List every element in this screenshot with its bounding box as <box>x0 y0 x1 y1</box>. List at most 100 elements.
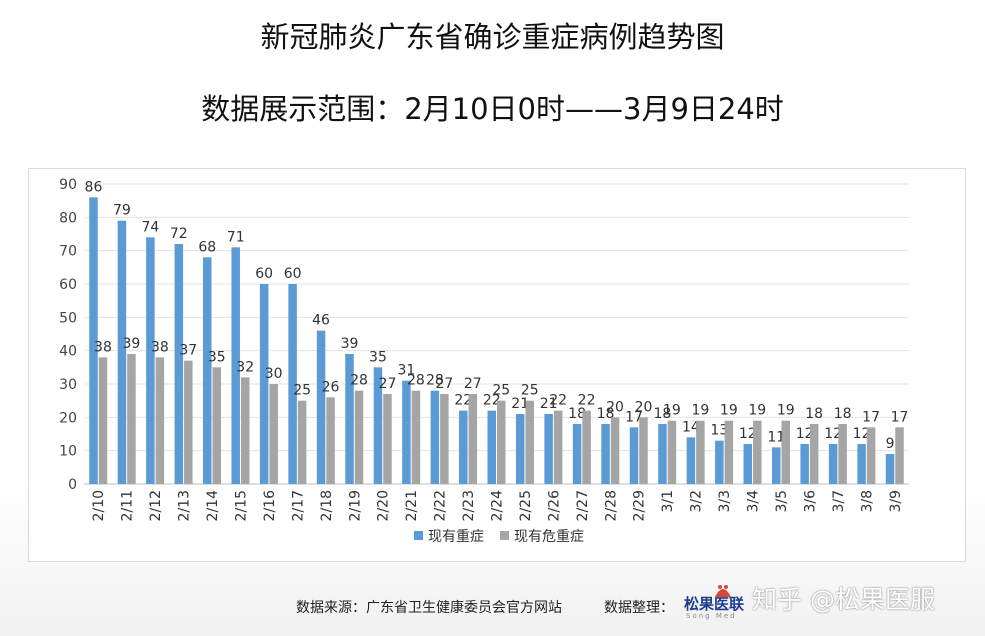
bar-critical <box>269 384 278 484</box>
bar-severe <box>658 424 667 484</box>
bar-severe <box>203 257 212 484</box>
data-label: 20 <box>606 399 624 415</box>
bar-critical <box>127 354 136 484</box>
bar-severe <box>430 390 440 484</box>
y-tick-label: 70 <box>59 244 77 260</box>
bar-critical <box>553 410 563 484</box>
bar-critical <box>440 394 449 484</box>
data-label: 39 <box>123 336 141 352</box>
data-label: 12 <box>824 426 842 442</box>
data-label: 20 <box>635 399 653 415</box>
bar-critical <box>809 424 819 484</box>
bar-severe <box>629 427 639 484</box>
x-tick-label: 2/19 <box>347 490 363 521</box>
x-tick-label: 2/12 <box>148 490 164 521</box>
x-tick-label: 2/23 <box>461 490 477 521</box>
x-tick-label: 2/15 <box>233 490 249 521</box>
logo-subtext: Song Med <box>686 612 737 620</box>
bar-critical <box>696 420 705 484</box>
bar-severe <box>857 444 866 484</box>
bar-critical <box>497 400 506 484</box>
data-label: 19 <box>748 403 766 419</box>
data-label: 22 <box>549 393 567 409</box>
bar-severe <box>259 284 269 484</box>
data-label: 46 <box>312 313 330 329</box>
data-label: 31 <box>397 363 415 379</box>
y-tick-label: 40 <box>59 344 77 360</box>
data-label: 25 <box>492 383 510 399</box>
legend-swatch <box>414 531 423 540</box>
bar-critical <box>781 420 790 484</box>
x-tick-label: 2/29 <box>632 490 648 521</box>
x-tick-label: 2/22 <box>433 490 449 521</box>
pinecone-icon <box>715 585 731 597</box>
data-label: 12 <box>739 426 757 442</box>
data-label: 68 <box>198 239 216 255</box>
x-tick-label: 2/21 <box>404 490 420 521</box>
x-tick-label: 2/18 <box>319 490 335 521</box>
bar-critical <box>639 417 648 484</box>
legend-label: 现有危重症 <box>514 529 584 545</box>
data-label: 22 <box>578 393 596 409</box>
data-label: 28 <box>407 373 425 389</box>
y-tick-label: 0 <box>68 477 77 493</box>
data-label: 27 <box>464 376 482 392</box>
x-tick-label: 3/6 <box>802 490 818 513</box>
y-tick-label: 80 <box>59 210 77 226</box>
bar-severe <box>544 414 553 484</box>
y-tick-label: 20 <box>59 410 77 426</box>
data-label: 18 <box>568 406 586 422</box>
bar-critical <box>184 360 193 484</box>
x-tick-label: 2/14 <box>205 490 221 522</box>
data-label: 37 <box>179 343 197 359</box>
data-label: 25 <box>293 383 311 399</box>
data-label: 86 <box>85 179 103 195</box>
data-label: 60 <box>255 266 273 282</box>
data-label: 12 <box>796 426 814 442</box>
x-tick-label: 2/13 <box>177 490 193 521</box>
bar-severe <box>686 437 696 484</box>
chart-subtitle: 数据展示范围：2月10日0时——3月9日24时 <box>201 92 784 126</box>
bar-severe <box>345 354 354 484</box>
bar-severe <box>885 454 895 484</box>
data-label: 27 <box>435 376 453 392</box>
bar-severe <box>146 237 155 484</box>
bar-critical <box>866 427 876 484</box>
data-label: 17 <box>625 409 643 425</box>
x-tick-label: 3/5 <box>774 490 790 513</box>
data-label: 30 <box>265 366 283 382</box>
data-label: 28 <box>350 373 368 389</box>
data-label: 9 <box>886 436 895 452</box>
chart-title: 新冠肺炎广东省确诊重症病例趋势图 <box>260 20 725 54</box>
bar-severe <box>174 244 184 484</box>
data-label: 22 <box>483 393 501 409</box>
data-label: 18 <box>805 406 823 422</box>
data-label: 39 <box>341 336 359 352</box>
bar-severe <box>373 367 383 484</box>
x-tick-label: 2/10 <box>91 490 107 521</box>
bar-severe <box>402 380 411 484</box>
bar-severe <box>89 197 98 485</box>
data-label: 60 <box>284 266 302 282</box>
data-label: 38 <box>94 339 112 355</box>
bar-severe <box>800 444 809 484</box>
y-tick-label: 10 <box>59 444 77 460</box>
x-tick-label: 2/28 <box>603 490 619 521</box>
bar-critical <box>610 417 620 484</box>
data-label: 18 <box>597 406 615 422</box>
data-label: 21 <box>511 396 529 412</box>
y-tick-label: 30 <box>59 377 77 393</box>
legend-label: 现有重症 <box>428 529 484 545</box>
data-label: 19 <box>777 403 795 419</box>
data-label: 12 <box>853 426 871 442</box>
data-label: 32 <box>236 359 254 375</box>
x-tick-label: 3/3 <box>717 490 733 513</box>
data-organizer-label: 数据整理： <box>604 600 674 616</box>
bar-critical <box>155 357 165 484</box>
x-tick-label: 2/24 <box>490 490 506 522</box>
y-tick-label: 50 <box>59 310 77 326</box>
data-label: 28 <box>426 373 444 389</box>
bar-severe <box>743 444 753 484</box>
bar-severe <box>515 414 525 484</box>
data-label: 74 <box>141 219 159 235</box>
